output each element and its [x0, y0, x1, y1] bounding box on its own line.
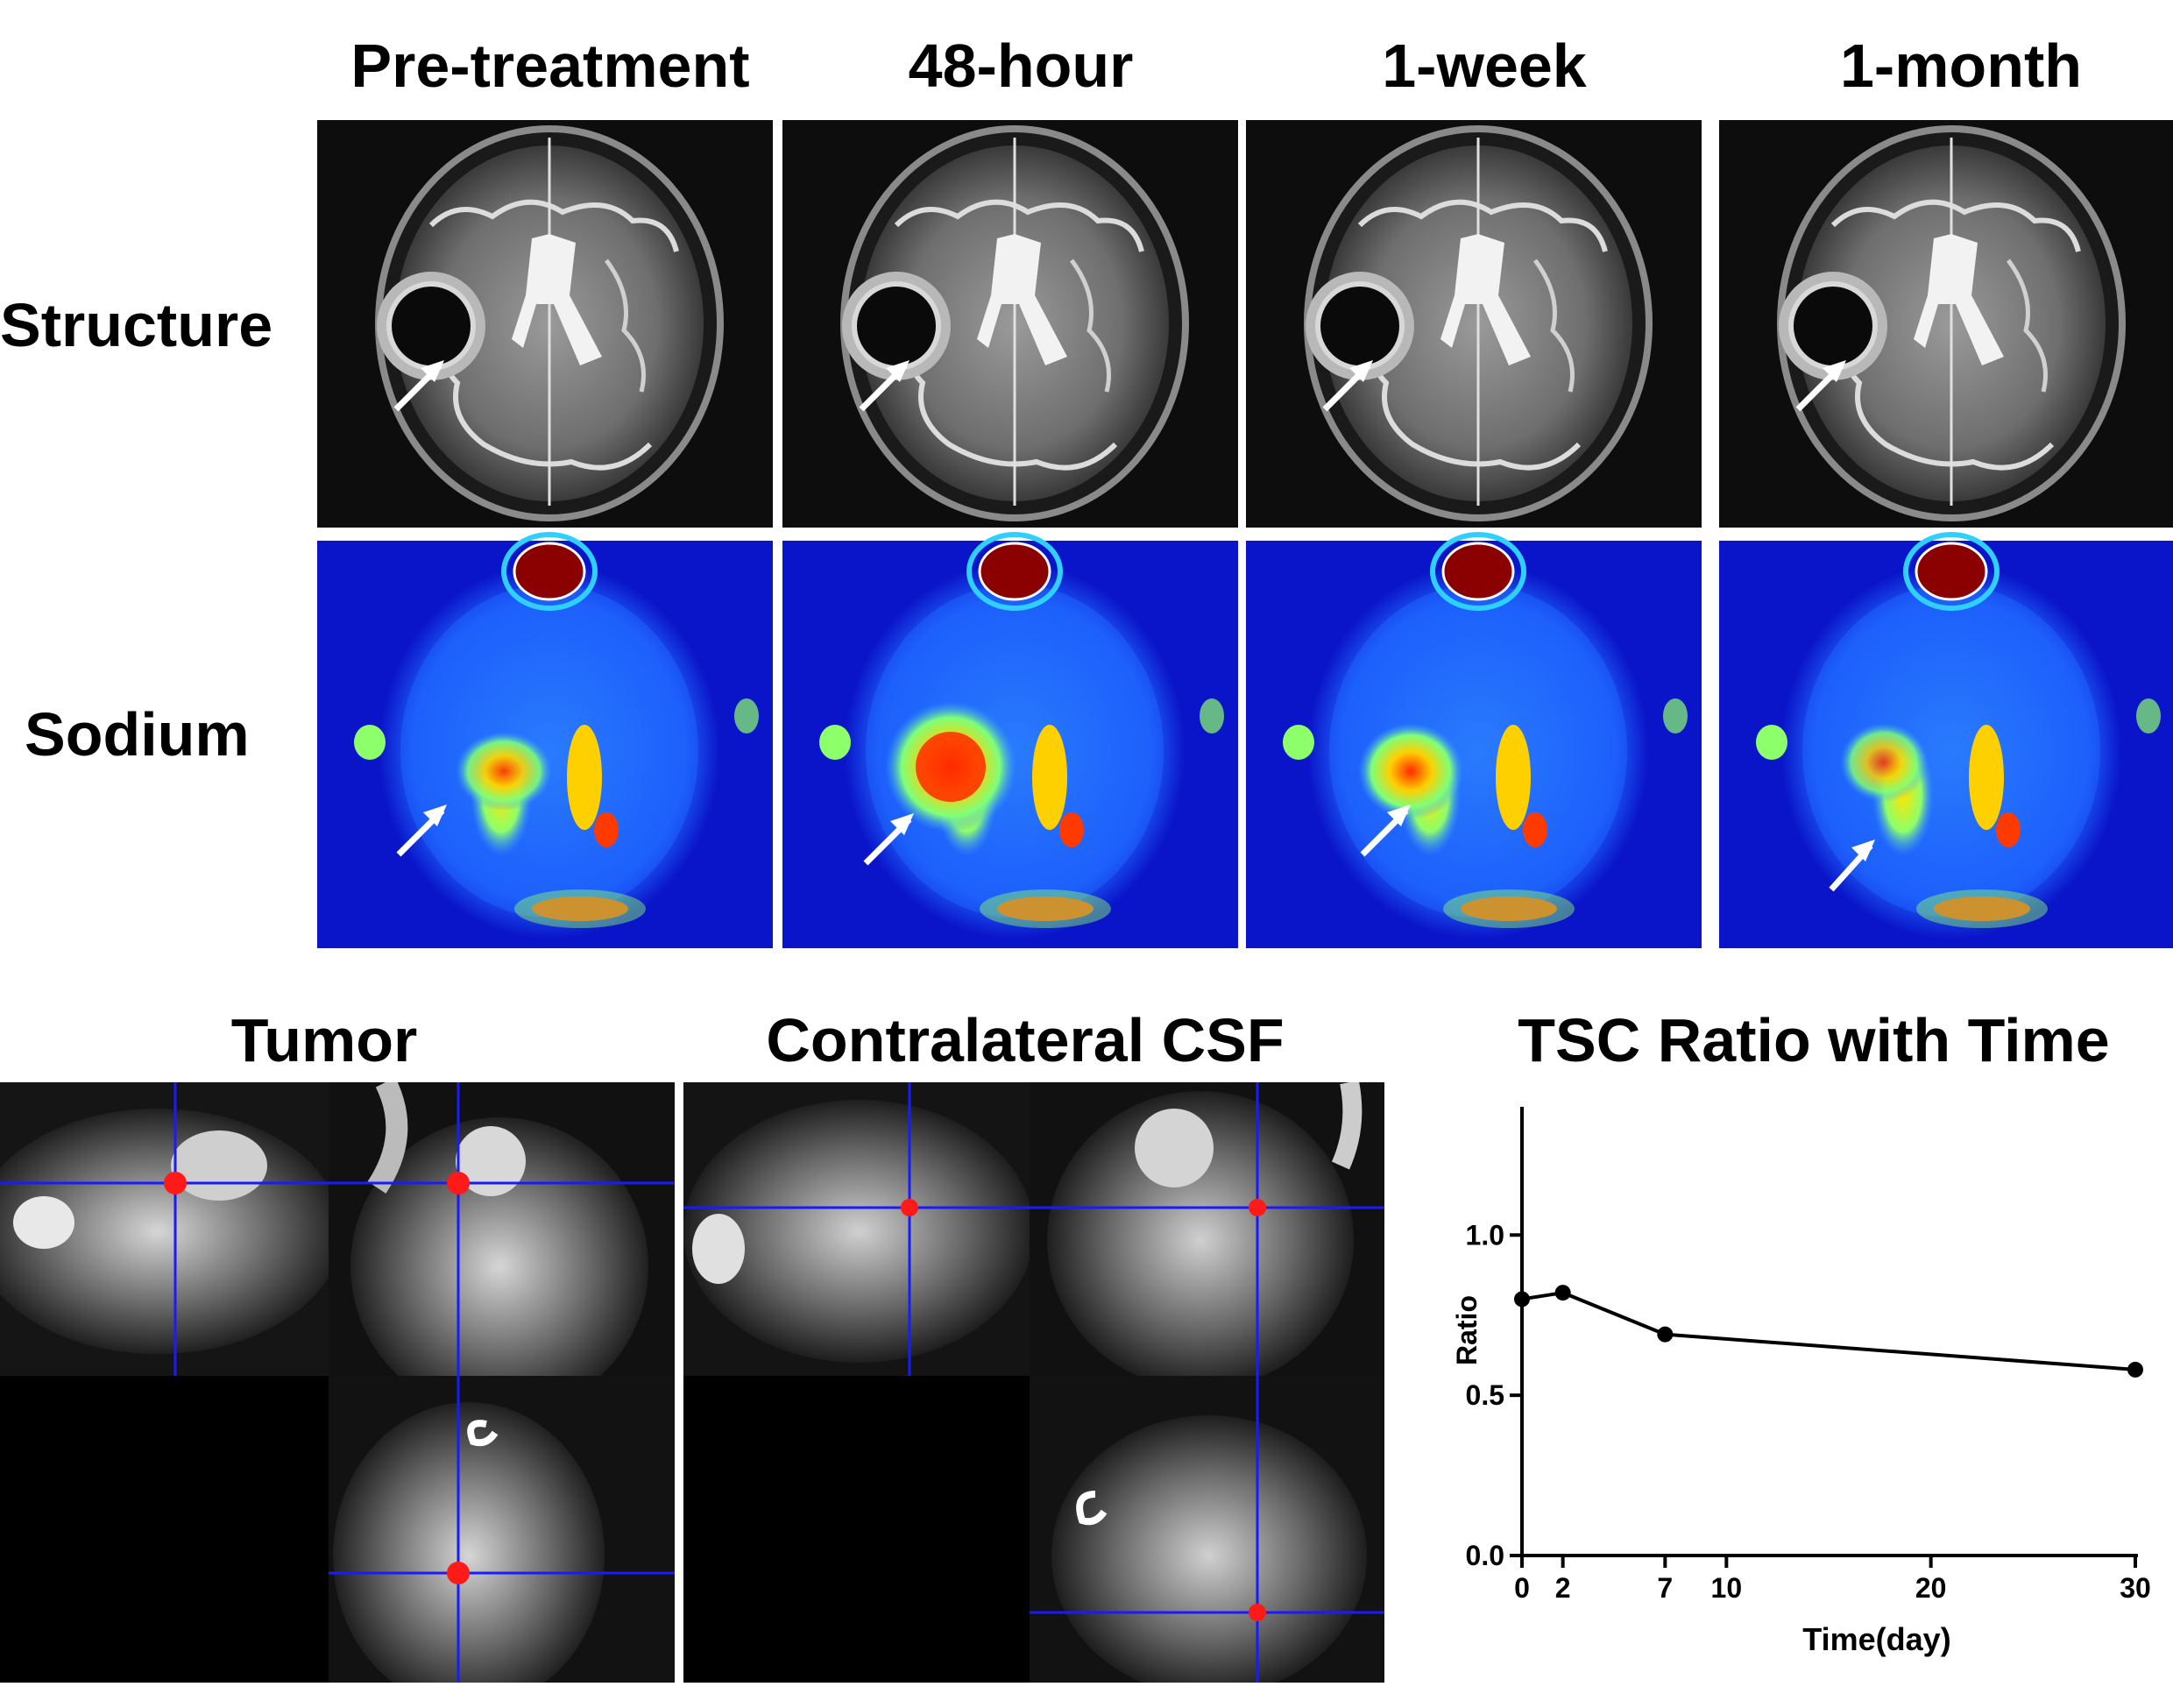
csf-axial-view — [683, 1082, 1034, 1376]
data-point — [1514, 1291, 1530, 1308]
chart-axes — [1520, 1107, 2138, 1557]
tumor-empty-quadrant — [0, 1376, 329, 1683]
csf-marker-sagittal — [1249, 1199, 1266, 1216]
section-title-contralateral-csf: Contralateral CSF — [766, 1006, 1285, 1074]
x-tick-label: 7 — [1657, 1572, 1673, 1604]
csf-orthogonal-views — [683, 1082, 1384, 1683]
structure-image-pre-treatment — [317, 120, 773, 528]
section-title-tumor: Tumor — [230, 1006, 418, 1074]
y-tick-label: 0.5 — [1466, 1379, 1504, 1411]
sodium-image-1-week — [1246, 535, 1702, 948]
structure-image-1-week — [1246, 120, 1702, 528]
tumor-orthogonal-views — [0, 1082, 675, 1683]
data-point — [1554, 1285, 1571, 1301]
mri-image-grid — [0, 0, 2173, 964]
sodium-image-1-month — [1719, 535, 2173, 948]
sodium-image-pre-treatment — [317, 535, 773, 948]
tumor-marker-axial — [164, 1172, 187, 1194]
column-header-1-week: 1-week — [1382, 32, 1587, 100]
x-tick-label: 20 — [1915, 1572, 1947, 1604]
tumor-marker-sagittal — [447, 1172, 470, 1194]
structure-image-48-hour — [782, 120, 1238, 528]
x-tick-label: 30 — [2120, 1572, 2151, 1604]
section-title-tsc-ratio: TSC Ratio with Time — [1518, 1006, 2110, 1074]
x-tick-label: 10 — [1711, 1572, 1743, 1604]
csf-sagittal-view — [1030, 1082, 1384, 1389]
chart-series — [1514, 1285, 2143, 1378]
tumor-marker-coronal — [447, 1562, 470, 1584]
tumor-axial-view — [0, 1082, 342, 1376]
x-tick-label: 2 — [1555, 1572, 1571, 1604]
csf-empty-quadrant — [683, 1376, 1030, 1683]
tumor-sagittal-view — [329, 1082, 675, 1415]
tumor-coronal-view — [329, 1376, 675, 1683]
data-point — [2127, 1361, 2143, 1378]
csf-marker-coronal — [1249, 1604, 1266, 1621]
row-label-structure: Structure — [0, 291, 273, 359]
column-header-pre-treatment: Pre-treatment — [350, 32, 750, 100]
y-tick-label: 1.0 — [1466, 1219, 1504, 1251]
data-point — [1657, 1326, 1674, 1343]
csf-coronal-view — [1030, 1376, 1384, 1683]
chart-y-axis-label: Ratio — [1451, 1295, 1483, 1365]
csf-marker-axial — [901, 1199, 918, 1216]
chart-ticks: 0.0 0.5 1.0 0 2 7 10 20 30 — [1466, 1219, 2151, 1604]
column-header-1-month: 1-month — [1839, 32, 2083, 100]
series-line — [1521, 1291, 2136, 1371]
row-label-sodium: Sodium — [25, 700, 250, 769]
sodium-image-48-hour — [782, 535, 1238, 948]
structure-image-1-month — [1719, 120, 2173, 528]
x-tick-label: 0 — [1514, 1572, 1530, 1604]
chart-x-axis-label: Time(day) — [1802, 1621, 1950, 1657]
column-header-48-hour: 48-hour — [908, 32, 1134, 100]
y-tick-label: 0.0 — [1466, 1540, 1504, 1571]
tsc-ratio-chart: 0.0 0.5 1.0 0 2 7 10 20 30 Time(day) Ratio — [1451, 1107, 2151, 1657]
